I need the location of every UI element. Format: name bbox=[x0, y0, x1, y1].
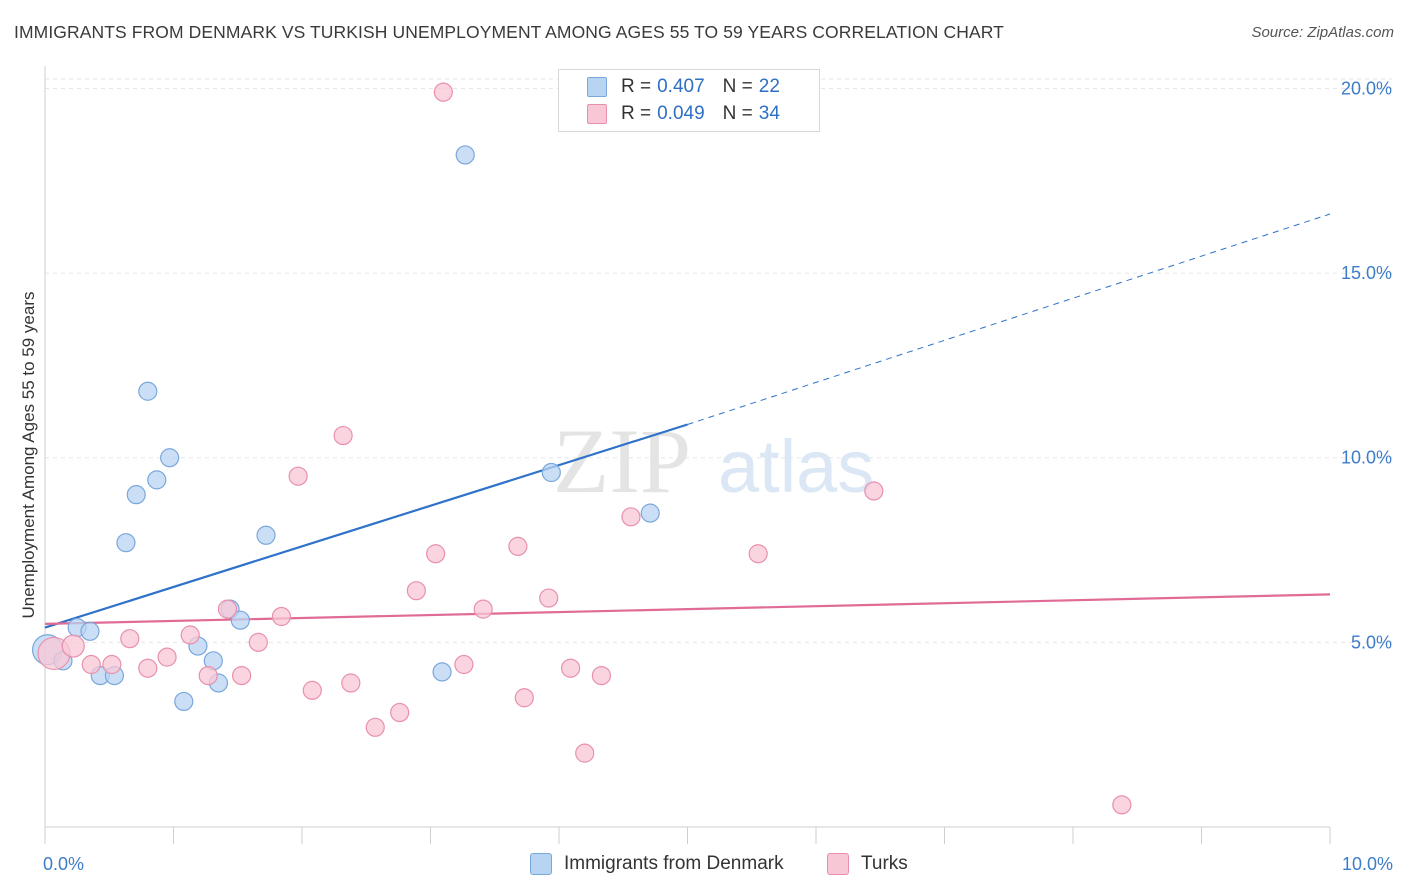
point-denmark bbox=[455, 145, 475, 165]
trend-layer bbox=[44, 213, 1331, 629]
point-turks bbox=[621, 507, 641, 527]
legend-swatch-turks bbox=[587, 104, 607, 124]
point-turks bbox=[864, 481, 884, 501]
point-turks bbox=[390, 702, 410, 723]
x-tick-label: 0.0% bbox=[43, 854, 84, 874]
point-denmark bbox=[116, 533, 136, 553]
point-turks bbox=[560, 658, 581, 678]
chart-title: IMMIGRANTS FROM DENMARK VS TURKISH UNEMP… bbox=[14, 22, 1004, 42]
point-denmark bbox=[138, 381, 158, 401]
point-denmark bbox=[174, 691, 194, 712]
correlation-legend: R = 0.407 N = 22 R = 0.049 N = 34 bbox=[558, 69, 820, 132]
y-axis-label: Unemployment Among Ages 55 to 59 years bbox=[19, 292, 38, 619]
watermark-zip: ZIP bbox=[553, 410, 691, 512]
point-turks bbox=[365, 717, 385, 737]
point-turks bbox=[514, 688, 534, 708]
point-turks bbox=[1112, 795, 1132, 815]
point-denmark bbox=[256, 525, 276, 545]
bottom-legend-label-turks: Turks bbox=[861, 853, 908, 874]
point-turks bbox=[426, 544, 446, 564]
legend-n-value: 34 bbox=[758, 103, 780, 124]
point-denmark bbox=[160, 448, 180, 468]
point-turks bbox=[539, 588, 559, 608]
trendline-denmark bbox=[44, 423, 688, 629]
point-turks bbox=[61, 634, 85, 658]
legend-n-label: N = bbox=[722, 76, 753, 97]
legend-n-label: N = bbox=[722, 103, 753, 124]
legend-row-turks: R = 0.049 N = 34 bbox=[587, 102, 780, 126]
source-label: Source: ZipAtlas.com bbox=[1251, 24, 1394, 41]
y-tick-label: 10.0% bbox=[1341, 448, 1392, 468]
grid-layer bbox=[45, 78, 1392, 643]
point-turks bbox=[120, 629, 140, 649]
legend-r-value: 0.049 bbox=[657, 103, 705, 124]
point-denmark bbox=[640, 503, 660, 523]
point-turks bbox=[102, 654, 122, 675]
bottom-legend-swatch-turks bbox=[827, 853, 849, 875]
bottom-legend-denmark: Immigrants from Denmark bbox=[530, 852, 784, 876]
point-turks bbox=[180, 625, 200, 645]
point-turks bbox=[288, 466, 308, 486]
point-turks bbox=[748, 544, 768, 564]
point-turks bbox=[473, 599, 493, 619]
point-layer bbox=[31, 82, 1132, 815]
y-tick-label: 5.0% bbox=[1351, 632, 1392, 652]
legend-r-label: R = bbox=[621, 103, 652, 124]
x-tick-label: 10.0% bbox=[1342, 854, 1393, 874]
bottom-legend-label-denmark: Immigrants from Denmark bbox=[564, 853, 784, 874]
point-denmark bbox=[147, 470, 167, 490]
point-turks bbox=[341, 673, 361, 693]
point-denmark bbox=[126, 485, 146, 505]
point-denmark bbox=[541, 462, 561, 483]
point-turks bbox=[508, 536, 528, 556]
point-turks bbox=[248, 632, 268, 652]
legend-r-value: 0.407 bbox=[657, 76, 705, 97]
point-turks bbox=[433, 82, 453, 102]
point-turks bbox=[217, 599, 238, 619]
point-denmark bbox=[230, 610, 250, 630]
point-turks bbox=[333, 425, 353, 446]
axis-layer: 5.0% 10.0% 15.0% 20.0% 0.0% 10.0% bbox=[43, 66, 1393, 874]
point-turks bbox=[575, 743, 595, 763]
point-turks bbox=[138, 658, 158, 678]
bottom-legend-swatch-denmark bbox=[530, 853, 552, 875]
point-turks bbox=[302, 680, 322, 700]
point-turks bbox=[591, 665, 612, 686]
point-denmark bbox=[80, 621, 100, 641]
bottom-legend-turks: Turks bbox=[827, 852, 908, 876]
legend-n-value: 22 bbox=[758, 76, 780, 97]
point-denmark bbox=[432, 662, 452, 682]
point-turks bbox=[157, 647, 177, 667]
point-turks bbox=[232, 665, 252, 686]
watermark-atlas: atlas bbox=[718, 425, 874, 508]
point-turks bbox=[271, 606, 292, 627]
legend-swatch-denmark bbox=[587, 77, 607, 97]
trendline-extension-denmark bbox=[687, 213, 1331, 425]
point-turks bbox=[454, 654, 474, 675]
point-turks bbox=[406, 581, 426, 601]
y-tick-label: 20.0% bbox=[1341, 78, 1392, 98]
legend-r-label: R = bbox=[621, 76, 652, 97]
point-turks bbox=[198, 665, 218, 686]
trendline-turks bbox=[44, 593, 1331, 626]
y-tick-label: 15.0% bbox=[1341, 263, 1392, 283]
point-turks bbox=[81, 654, 101, 675]
legend-row-denmark: R = 0.407 N = 22 bbox=[587, 75, 780, 99]
